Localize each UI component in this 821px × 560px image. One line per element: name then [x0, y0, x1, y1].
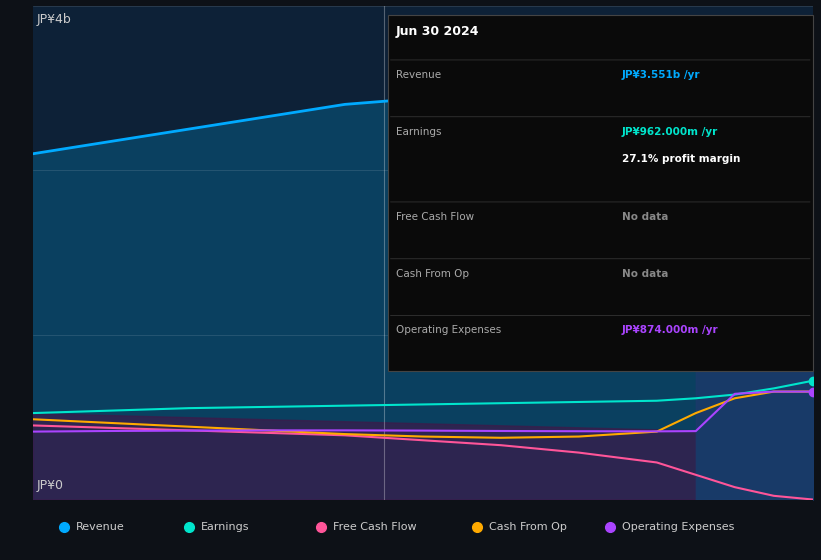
Text: Cash From Op: Cash From Op — [396, 269, 469, 279]
Text: Revenue: Revenue — [396, 70, 441, 80]
Text: Earnings: Earnings — [396, 127, 441, 137]
Text: Free Cash Flow: Free Cash Flow — [333, 522, 417, 532]
Text: Jun 30 2024: Jun 30 2024 — [396, 25, 479, 38]
Text: JP¥962.000m /yr: JP¥962.000m /yr — [621, 127, 718, 137]
Text: Free Cash Flow: Free Cash Flow — [396, 212, 474, 222]
FancyBboxPatch shape — [388, 16, 813, 371]
Text: Revenue: Revenue — [76, 522, 125, 532]
Text: Cash From Op: Cash From Op — [489, 522, 567, 532]
Text: 27.1% profit margin: 27.1% profit margin — [621, 154, 740, 164]
Text: JP¥0: JP¥0 — [37, 479, 64, 492]
Text: JP¥4b: JP¥4b — [37, 13, 71, 26]
Text: JP¥874.000m /yr: JP¥874.000m /yr — [621, 325, 718, 335]
Text: Operating Expenses: Operating Expenses — [621, 522, 734, 532]
Text: No data: No data — [621, 269, 668, 279]
Text: No data: No data — [621, 212, 668, 222]
Text: Earnings: Earnings — [200, 522, 249, 532]
Text: JP¥3.551b /yr: JP¥3.551b /yr — [621, 70, 700, 80]
Text: Operating Expenses: Operating Expenses — [396, 325, 501, 335]
